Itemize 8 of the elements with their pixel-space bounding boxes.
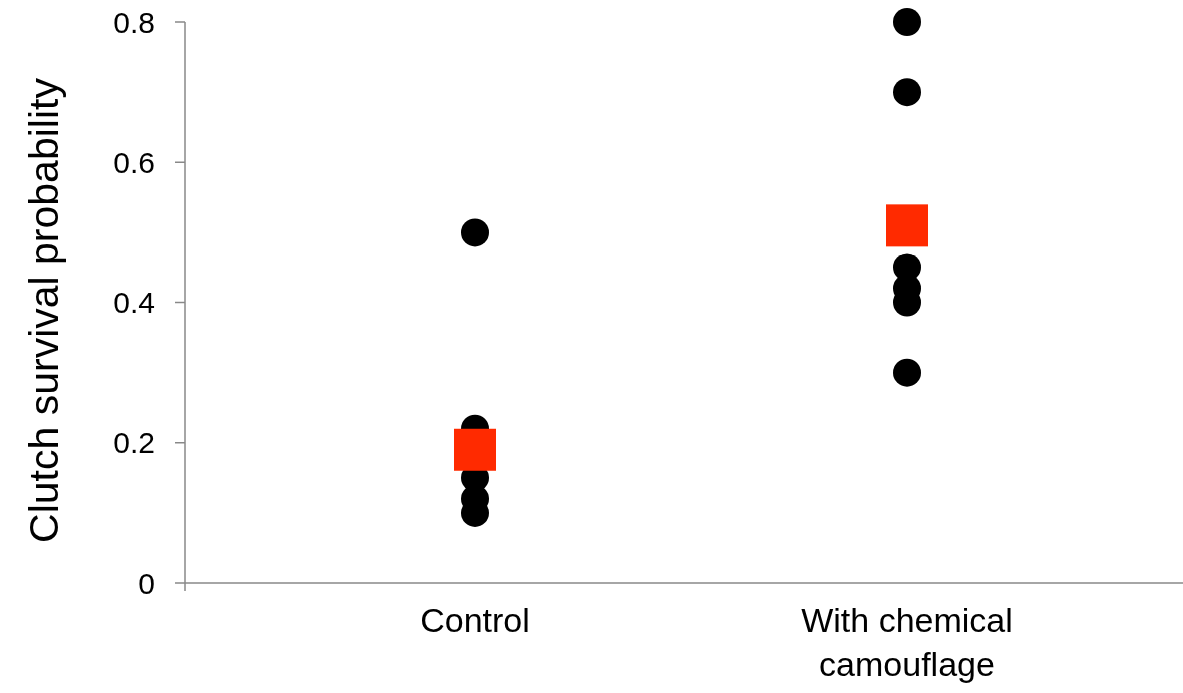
y-axis-title: Clutch survival probability — [21, 77, 67, 543]
y-tick-label: 0.2 — [113, 426, 155, 460]
x-tick-label: With chemical camouflage — [801, 601, 1013, 683]
x-tick-label: Control — [420, 601, 530, 639]
y-tick-label: 0.6 — [113, 145, 155, 179]
y-tick-label: 0 — [138, 566, 155, 600]
y-tick-label: 0.4 — [113, 286, 155, 319]
y-tick-label: 0.8 — [113, 5, 155, 39]
